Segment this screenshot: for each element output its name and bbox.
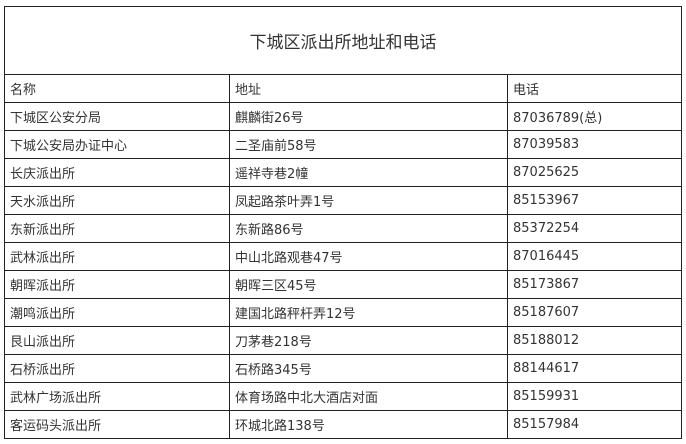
cell-name: 潮鸣派出所 (4, 298, 230, 327)
cell-address: 环城北路138号 (229, 410, 508, 439)
cell-phone: 88144617 (506, 354, 683, 383)
table-row: 武林广场派出所 体育场路中北大酒店对面 85159931 (4, 382, 683, 411)
table-row: 天水派出所 凤起路茶叶弄1号 85153967 (4, 186, 683, 215)
cell-phone: 85153967 (506, 186, 683, 215)
cell-address: 石桥路345号 (229, 354, 508, 383)
cell-name: 艮山派出所 (4, 326, 230, 355)
header-row: 名称 地址 电话 (4, 74, 683, 103)
cell-phone: 85188012 (506, 326, 683, 355)
header-phone: 电话 (506, 74, 683, 103)
cell-address: 中山北路观巷47号 (229, 242, 508, 271)
table-row: 潮鸣派出所 建国北路秤杆弄12号 85187607 (4, 298, 683, 327)
table-title: 下城区派出所地址和电话 (3, 6, 683, 75)
cell-name: 东新派出所 (4, 214, 230, 243)
cell-phone: 85173867 (506, 270, 683, 299)
cell-phone: 87039583 (506, 130, 683, 159)
cell-phone: 85159931 (506, 382, 683, 411)
cell-name: 武林派出所 (4, 242, 230, 271)
table-row: 东新派出所 东新路86号 85372254 (4, 214, 683, 243)
cell-name: 天水派出所 (4, 186, 230, 215)
cell-address: 二圣庙前58号 (229, 130, 508, 159)
cell-address: 遥祥寺巷2幢 (229, 158, 508, 187)
cell-phone: 85157984 (506, 410, 683, 439)
table-row: 下城区公安分局 麒麟街26号 87036789(总) (4, 102, 683, 131)
table-row: 朝晖派出所 朝晖三区45号 85173867 (4, 270, 683, 299)
table-row: 长庆派出所 遥祥寺巷2幢 87025625 (4, 158, 683, 187)
cell-name: 石桥派出所 (4, 354, 230, 383)
cell-phone: 85187607 (506, 298, 683, 327)
table-row: 下城公安局办证中心 二圣庙前58号 87039583 (4, 130, 683, 159)
police-stations-table: 下城区派出所地址和电话 名称 地址 电话 下城区公安分局 麒麟街26号 870367… (3, 6, 683, 439)
cell-address: 体育场路中北大酒店对面 (229, 382, 508, 411)
cell-address: 凤起路茶叶弄1号 (229, 186, 508, 215)
cell-name: 武林广场派出所 (4, 382, 230, 411)
cell-address: 东新路86号 (229, 214, 508, 243)
cell-name: 客运码头派出所 (4, 410, 230, 439)
cell-name: 长庆派出所 (4, 158, 230, 187)
cell-name: 下城公安局办证中心 (4, 130, 230, 159)
header-address: 地址 (229, 74, 508, 103)
cell-address: 麒麟街26号 (229, 102, 508, 131)
cell-address: 朝晖三区45号 (229, 270, 508, 299)
header-name: 名称 (4, 74, 230, 103)
table-row: 石桥派出所 石桥路345号 88144617 (4, 354, 683, 383)
cell-phone: 87025625 (506, 158, 683, 187)
table-row: 客运码头派出所 环城北路138号 85157984 (4, 410, 683, 439)
cell-address: 刀茅巷218号 (229, 326, 508, 355)
cell-address: 建国北路秤杆弄12号 (229, 298, 508, 327)
cell-phone: 87036789(总) (506, 102, 683, 131)
title-row: 下城区派出所地址和电话 (3, 6, 683, 75)
table-row: 艮山派出所 刀茅巷218号 85188012 (4, 326, 683, 355)
table-row: 武林派出所 中山北路观巷47号 87016445 (4, 242, 683, 271)
cell-phone: 87016445 (506, 242, 683, 271)
cell-phone: 85372254 (506, 214, 683, 243)
cell-name: 朝晖派出所 (4, 270, 230, 299)
cell-name: 下城区公安分局 (4, 102, 230, 131)
